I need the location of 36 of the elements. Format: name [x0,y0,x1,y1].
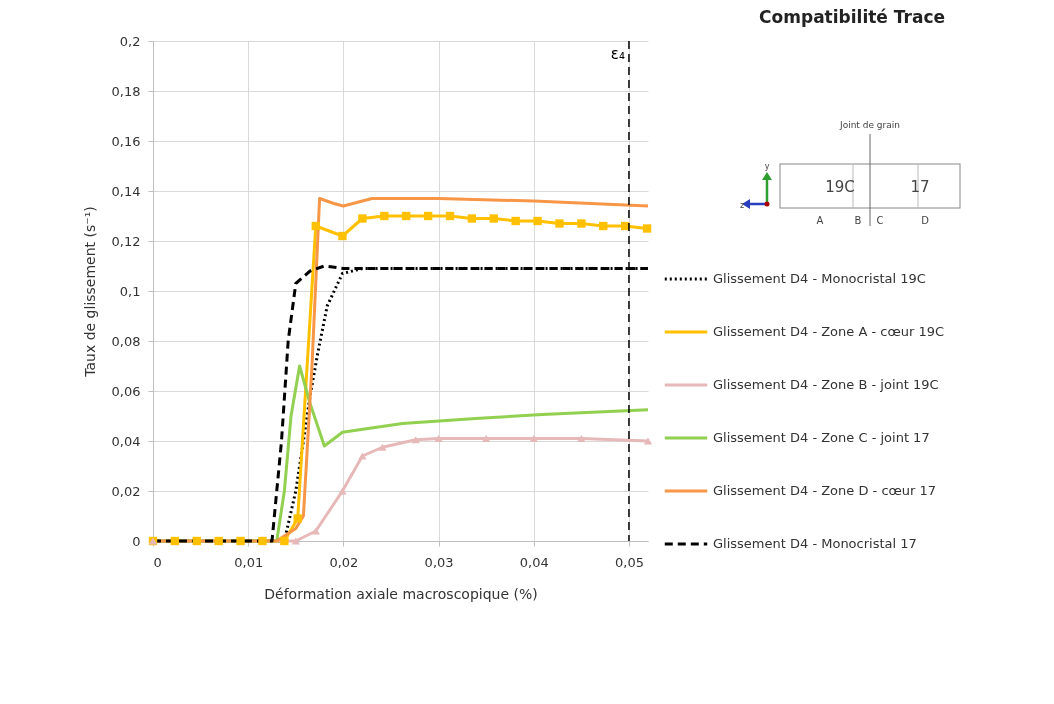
text: B [854,215,862,226]
text: 19C [825,178,855,196]
y-tick-label: 0,04 [111,433,141,449]
y-axis-title: Taux de glissement (s⁻¹) [81,206,98,378]
legend-label: Glissement D4 - Zone B - joint 19C [713,377,939,392]
x-tick-label: 0,03 [424,554,454,570]
legend-label: Glissement D4 - Monocristal 17 [713,536,917,551]
y-tick-label: 0,02 [111,483,141,499]
text: D [921,215,930,226]
y-tick-label: 0,2 [119,33,141,49]
y-tick-label: 0 [132,533,141,549]
legend-label: Glissement D4 - Zone A - cœur 19C [713,324,945,339]
x-axis-title: Déformation axiale macroscopique (%) [264,585,538,602]
x-tick-label: 0 [153,554,162,570]
y-tick-label: 0,18 [111,83,141,99]
text: z [740,201,745,210]
y-tick-label: 0,12 [111,233,141,249]
text: Compatibilité Trace [759,7,945,27]
x-tick-label: 0,01 [234,554,264,570]
y-tick-label: 0,14 [111,183,141,199]
text: Joint de grain [839,120,900,130]
x-tick-label: 0,02 [329,554,359,570]
text: y [764,162,770,171]
text: A [816,215,824,226]
y-tick-label: 0,1 [119,283,141,299]
ref-line-label: ε₄ [610,45,625,63]
x-tick-label: 0,05 [614,554,644,570]
text: C [876,215,884,226]
legend-label: Glissement D4 - Zone D - cœur 17 [713,483,937,498]
legend-label: Glissement D4 - Monocristal 19C [713,271,926,286]
y-tick-label: 0,16 [111,133,141,149]
legend-label: Glissement D4 - Zone C - joint 17 [713,430,930,445]
text: 17 [910,178,930,196]
y-tick-label: 0,06 [111,383,141,399]
y-tick-label: 0,08 [111,333,141,349]
x-tick-label: 0,04 [519,554,549,570]
